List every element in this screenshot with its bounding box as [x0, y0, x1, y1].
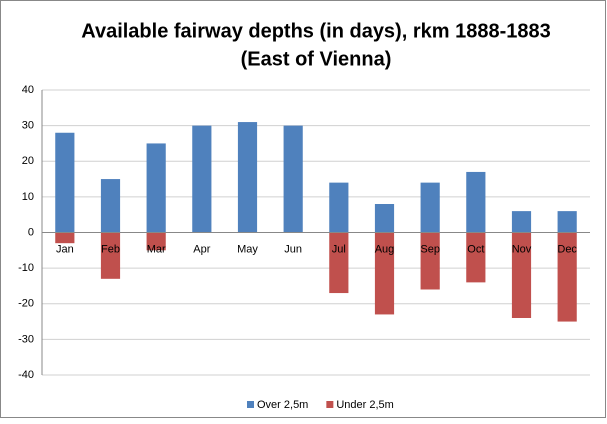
y-tick-label: -10	[18, 262, 34, 274]
bar	[511, 232, 532, 318]
legend-swatch	[326, 401, 334, 408]
x-tick-label: Feb	[101, 243, 120, 255]
y-tick-label: 10	[22, 191, 34, 203]
bar	[55, 132, 75, 233]
x-tick-label: Mar	[147, 243, 166, 255]
bar	[100, 232, 121, 279]
bar	[329, 182, 349, 233]
x-tick-label: Aug	[375, 243, 395, 255]
legend-label: Over 2,5m	[257, 399, 308, 411]
bar	[511, 211, 532, 233]
bar	[420, 182, 440, 233]
x-tick-label: May	[237, 243, 258, 255]
y-tick-label: -40	[18, 369, 34, 381]
bar	[329, 232, 349, 294]
bar	[466, 171, 486, 233]
y-tick-label: 30	[22, 120, 34, 132]
y-tick-label: -20	[18, 298, 34, 310]
chart-title: (East of Vienna)	[241, 48, 392, 70]
x-tick-label: Nov	[512, 243, 532, 255]
x-tick-label: Dec	[557, 243, 577, 255]
legend-swatch	[247, 401, 254, 408]
x-tick-label: Oct	[467, 243, 484, 255]
bar	[237, 122, 258, 233]
y-tick-label: 20	[22, 155, 34, 167]
bar	[420, 232, 440, 290]
chart-title: Available fairway depths (in days), rkm …	[81, 20, 550, 42]
bar	[55, 232, 75, 244]
x-tick-label: Jul	[332, 243, 346, 255]
bar	[146, 232, 166, 251]
bar	[146, 143, 166, 233]
legend-label: Under 2,5m	[336, 399, 393, 411]
y-tick-label: 40	[22, 84, 34, 96]
x-tick-label: Apr	[193, 243, 210, 255]
bar	[374, 232, 395, 315]
x-tick-label: Jun	[284, 243, 302, 255]
bar	[100, 179, 121, 233]
y-tick-label: 0	[28, 226, 34, 238]
x-tick-label: Jan	[56, 243, 74, 255]
bar	[374, 204, 395, 233]
bar	[557, 232, 577, 322]
x-tick-label: Sep	[420, 243, 440, 255]
y-tick-label: -30	[18, 333, 34, 345]
bar	[557, 211, 577, 233]
bar	[283, 125, 303, 233]
bar	[466, 232, 486, 283]
bar	[192, 125, 212, 233]
